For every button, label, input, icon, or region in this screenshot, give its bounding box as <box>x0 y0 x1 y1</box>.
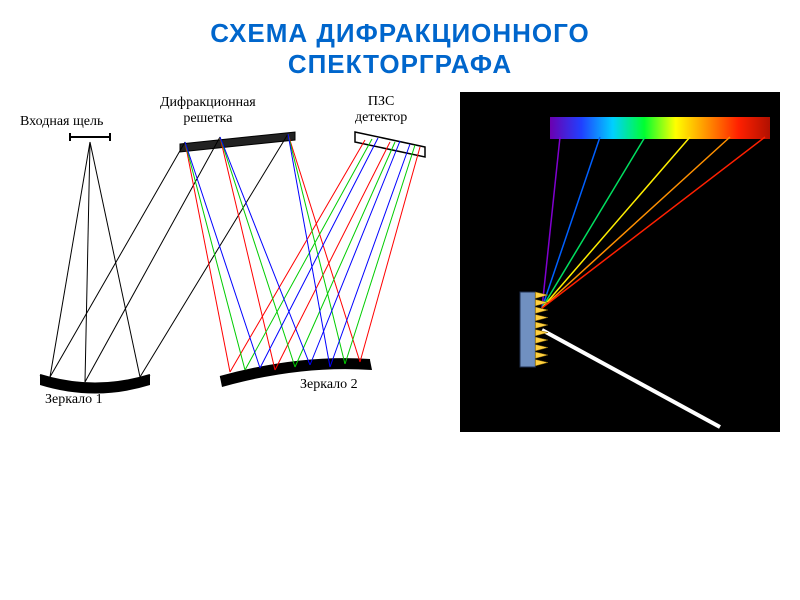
label-mirror2: Зеркало 2 <box>300 377 358 393</box>
spectrograph-schematic <box>20 92 450 432</box>
label-entrance-slit: Входная щель <box>20 114 103 130</box>
page-title: СХЕМА ДИФРАКЦИОННОГО СПЕКТОРГРАФА <box>0 0 800 80</box>
title-line-2: СПЕКТОРГРАФА <box>0 49 800 80</box>
title-line-1: СХЕМА ДИФРАКЦИОННОГО <box>0 18 800 49</box>
label-mirror1: Зеркало 1 <box>45 392 103 408</box>
right-diagram <box>460 92 780 432</box>
label-detector: ПЗС детектор <box>355 94 407 126</box>
left-diagram: Входная щель Дифракционная решетка ПЗС д… <box>20 92 450 432</box>
content-row: Входная щель Дифракционная решетка ПЗС д… <box>0 92 800 432</box>
label-grating: Дифракционная решетка <box>160 95 256 127</box>
grating-dispersion <box>460 92 780 432</box>
